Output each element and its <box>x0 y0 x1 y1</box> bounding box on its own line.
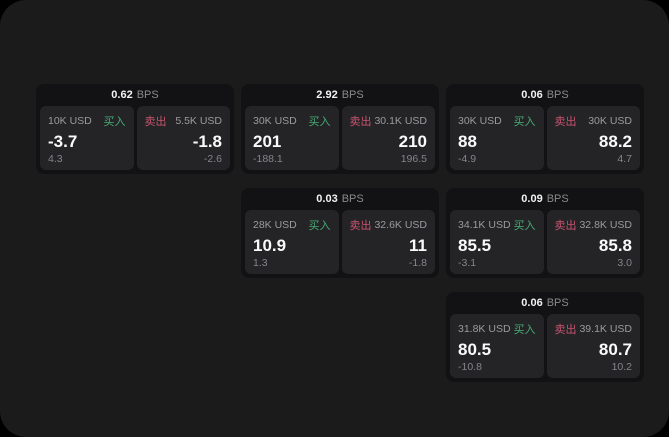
sell-label: 卖出 <box>349 116 372 128</box>
quote-panels: 30K USD 买入 201 -188.1 卖出 30.1K USD 210 1… <box>245 106 435 170</box>
spread-unit: BPS <box>546 193 569 205</box>
sell-label: 卖出 <box>554 220 577 232</box>
quote-panels: 34.1K USD 买入 85.5 -3.1 卖出 32.8K USD 85.8… <box>450 210 640 274</box>
spread-unit: BPS <box>341 89 364 101</box>
sell-amount: 32.6K USD <box>374 219 427 231</box>
sell-amount: 5.5K USD <box>175 115 222 127</box>
buy-delta: 4.3 <box>48 153 63 165</box>
buy-price: -3.7 <box>48 131 78 151</box>
buy-panel[interactable]: 10K USD 买入 -3.7 4.3 <box>40 106 134 170</box>
sell-label: 卖出 <box>349 220 372 232</box>
buy-delta: -10.8 <box>458 361 482 373</box>
sell-delta: -2.6 <box>203 153 222 165</box>
spread-value: 0.06 <box>521 297 543 309</box>
buy-label: 买入 <box>513 116 536 128</box>
sell-delta: 10.2 <box>611 361 632 373</box>
buy-panel[interactable]: 31.8K USD 买入 80.5 -10.8 <box>450 314 544 378</box>
buy-delta: -188.1 <box>253 153 283 165</box>
buy-delta: 1.3 <box>253 257 268 269</box>
quote-card: 0.06 BPS 31.8K USD 买入 80.5 -10.8 卖出 39.1… <box>446 292 644 382</box>
sell-label: 卖出 <box>144 116 167 128</box>
buy-label: 买入 <box>513 324 536 336</box>
sell-delta: 3.0 <box>617 257 632 269</box>
spread-header: 0.03 BPS <box>245 188 435 210</box>
sell-amount: 30.1K USD <box>374 115 427 127</box>
sell-label: 卖出 <box>554 324 577 336</box>
buy-amount: 30K USD <box>458 115 502 127</box>
buy-amount: 31.8K USD <box>458 323 511 335</box>
sell-panel[interactable]: 卖出 32.8K USD 85.8 3.0 <box>546 210 640 274</box>
spread-value: 2.92 <box>316 89 338 101</box>
sell-price: 88.2 <box>598 131 632 151</box>
buy-price: 80.5 <box>458 339 492 359</box>
quote-card: 0.09 BPS 34.1K USD 买入 85.5 -3.1 卖出 32.8K… <box>446 188 644 278</box>
quote-panels: 10K USD 买入 -3.7 4.3 卖出 5.5K USD -1.8 -2.… <box>40 106 230 170</box>
buy-label: 买入 <box>513 220 536 232</box>
spread-value: 0.09 <box>521 193 543 205</box>
buy-delta: -4.9 <box>458 153 477 165</box>
buy-label: 买入 <box>308 220 331 232</box>
sell-price: 85.8 <box>598 235 632 255</box>
spread-unit: BPS <box>546 297 569 309</box>
quote-panels: 30K USD 买入 88 -4.9 卖出 30K USD 88.2 4.7 <box>450 106 640 170</box>
spread-value: 0.06 <box>521 89 543 101</box>
sell-panel[interactable]: 卖出 30.1K USD 210 196.5 <box>341 106 435 170</box>
quote-card: 0.62 BPS 10K USD 买入 -3.7 4.3 卖出 5.5K USD… <box>36 84 234 174</box>
spread-value: 0.03 <box>316 193 338 205</box>
buy-label: 买入 <box>103 116 126 128</box>
sell-price: 11 <box>409 235 427 255</box>
buy-panel[interactable]: 30K USD 买入 201 -188.1 <box>245 106 339 170</box>
quote-card: 0.06 BPS 30K USD 买入 88 -4.9 卖出 30K USD 8… <box>446 84 644 174</box>
sell-price: 210 <box>398 131 427 151</box>
buy-panel[interactable]: 30K USD 买入 88 -4.9 <box>450 106 544 170</box>
buy-amount: 28K USD <box>253 219 297 231</box>
sell-delta: 4.7 <box>617 153 632 165</box>
buy-price: 10.9 <box>253 235 287 255</box>
spread-header: 0.06 BPS <box>450 84 640 106</box>
quote-grid: 0.62 BPS 10K USD 买入 -3.7 4.3 卖出 5.5K USD… <box>36 84 644 382</box>
sell-price: 80.7 <box>598 339 632 359</box>
spread-header: 0.09 BPS <box>450 188 640 210</box>
sell-price: -1.8 <box>192 131 222 151</box>
sell-amount: 32.8K USD <box>579 219 632 231</box>
spread-unit: BPS <box>136 89 159 101</box>
spread-header: 0.06 BPS <box>450 292 640 314</box>
spread-unit: BPS <box>546 89 569 101</box>
sell-panel[interactable]: 卖出 30K USD 88.2 4.7 <box>546 106 640 170</box>
quote-panels: 31.8K USD 买入 80.5 -10.8 卖出 39.1K USD 80.… <box>450 314 640 378</box>
sell-amount: 39.1K USD <box>579 323 632 335</box>
spread-unit: BPS <box>341 193 364 205</box>
buy-panel[interactable]: 34.1K USD 买入 85.5 -3.1 <box>450 210 544 274</box>
spread-header: 2.92 BPS <box>245 84 435 106</box>
buy-price: 85.5 <box>458 235 492 255</box>
sell-delta: 196.5 <box>400 153 427 165</box>
sell-amount: 30K USD <box>588 115 632 127</box>
spread-header: 0.62 BPS <box>40 84 230 106</box>
buy-amount: 34.1K USD <box>458 219 511 231</box>
buy-amount: 30K USD <box>253 115 297 127</box>
sell-panel[interactable]: 卖出 39.1K USD 80.7 10.2 <box>546 314 640 378</box>
quote-card: 2.92 BPS 30K USD 买入 201 -188.1 卖出 30.1K … <box>241 84 439 174</box>
buy-label: 买入 <box>308 116 331 128</box>
sell-label: 卖出 <box>554 116 577 128</box>
buy-price: 201 <box>253 131 282 151</box>
sell-panel[interactable]: 卖出 32.6K USD 11 -1.8 <box>341 210 435 274</box>
sell-panel[interactable]: 卖出 5.5K USD -1.8 -2.6 <box>136 106 230 170</box>
quote-card: 0.03 BPS 28K USD 买入 10.9 1.3 卖出 32.6K US… <box>241 188 439 278</box>
buy-amount: 10K USD <box>48 115 92 127</box>
sell-delta: -1.8 <box>408 257 427 269</box>
buy-price: 88 <box>458 131 477 151</box>
buy-delta: -3.1 <box>458 257 477 269</box>
spread-value: 0.62 <box>111 89 133 101</box>
buy-panel[interactable]: 28K USD 买入 10.9 1.3 <box>245 210 339 274</box>
quote-panels: 28K USD 买入 10.9 1.3 卖出 32.6K USD 11 -1.8 <box>245 210 435 274</box>
